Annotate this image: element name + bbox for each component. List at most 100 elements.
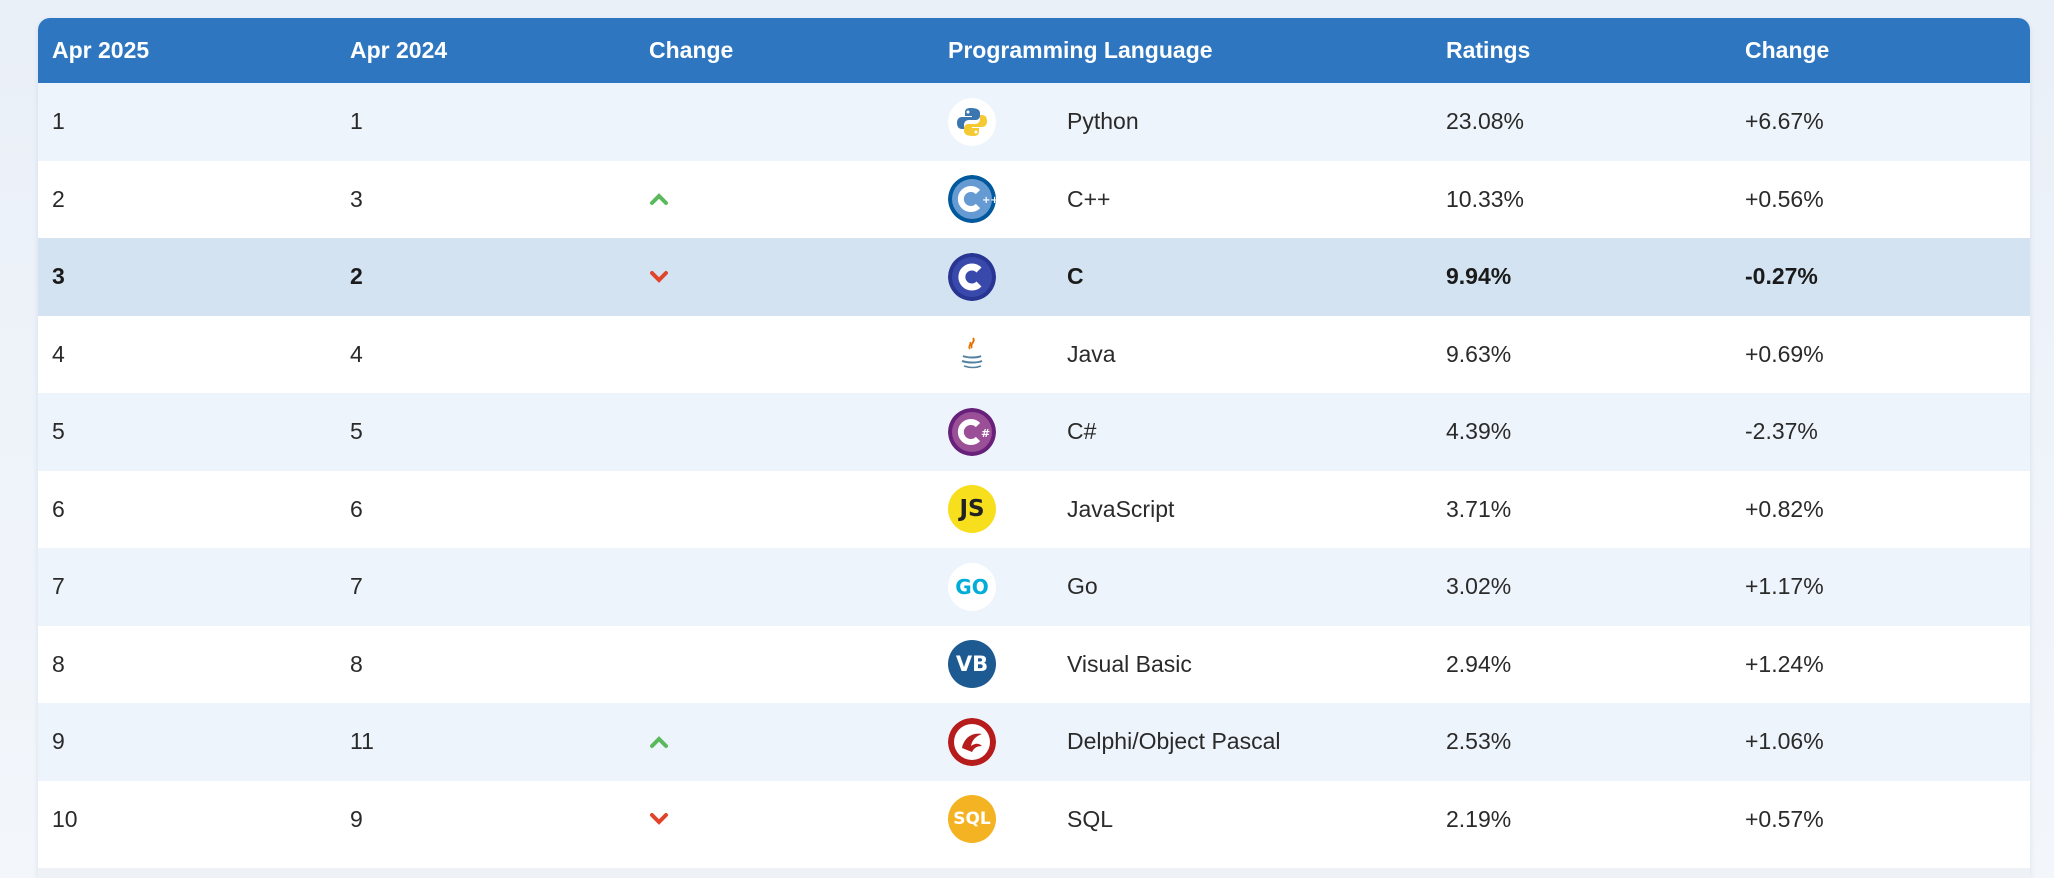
table-header: Apr 2025 Apr 2024 Change Programming Lan… (38, 18, 2030, 83)
header-previous: Apr 2024 (350, 37, 448, 63)
rating-value: 2.19% (1446, 805, 1512, 832)
rank-change (649, 703, 669, 781)
trend-up-icon (649, 189, 669, 209)
python-icon (948, 97, 996, 146)
language-logo: VB (948, 626, 996, 704)
svg-text:++: ++ (982, 195, 996, 206)
rating-change: +0.82% (1745, 495, 1824, 522)
rating-change: +0.69% (1745, 340, 1824, 367)
javascript-icon: JS (948, 485, 996, 534)
table-row: 9 11 Delphi/Object Pascal 2.53% +1.06% (38, 703, 2030, 781)
logo-text: GO (955, 574, 989, 599)
header-language: Programming Language (948, 37, 1213, 63)
rating-change: -0.27% (1745, 263, 1818, 290)
rating-change: -2.37% (1745, 418, 1818, 445)
rating-value: 23.08% (1446, 108, 1525, 135)
table-row: 6 6 JS JavaScript 3.71% +0.82% (38, 470, 2030, 548)
rank-previous: 6 (350, 495, 363, 522)
rating-change: +1.24% (1745, 650, 1824, 677)
trend-up-icon (649, 732, 669, 752)
table-body: 1 1 Python 23.08% +6.67% 2 3 ++ C++ 10.33% +0.56% 3… (38, 83, 2030, 858)
rank-previous: 3 (350, 185, 363, 212)
rank-change (649, 161, 669, 239)
rank-current: 3 (52, 263, 65, 290)
table-row: 7 7 GO Go 3.02% +1.17% (38, 548, 2030, 626)
rating-value: 2.94% (1446, 650, 1512, 677)
language-logo (948, 238, 996, 316)
svg-text:#: # (981, 427, 990, 440)
language-logo: SQL (948, 781, 996, 859)
language-logo: ++ (948, 161, 996, 239)
language-name[interactable]: Visual Basic (1067, 650, 1192, 677)
logo-text: JS (959, 496, 985, 523)
language-name[interactable]: C++ (1067, 185, 1111, 212)
header-ratings: Ratings (1446, 37, 1531, 63)
rating-value: 3.02% (1446, 573, 1512, 600)
rank-current: 8 (52, 650, 65, 677)
rank-previous: 5 (350, 418, 363, 445)
rating-value: 9.63% (1446, 340, 1512, 367)
language-name[interactable]: Go (1067, 573, 1098, 600)
logo-text: SQL (953, 809, 991, 830)
rank-current: 2 (52, 185, 65, 212)
sql-icon: SQL (948, 795, 996, 844)
language-logo (948, 83, 996, 161)
rank-current: 6 (52, 495, 65, 522)
rating-value: 2.53% (1446, 728, 1512, 755)
table-bottom-edge (38, 868, 2030, 878)
rating-change: +1.06% (1745, 728, 1824, 755)
language-logo: GO (948, 548, 996, 626)
language-name[interactable]: C (1067, 263, 1084, 290)
rating-value: 4.39% (1446, 418, 1512, 445)
rank-previous: 2 (350, 263, 363, 290)
cplusplus-icon: ++ (948, 175, 996, 224)
rank-previous: 8 (350, 650, 363, 677)
java-icon (948, 330, 996, 379)
rating-change: +1.17% (1745, 573, 1824, 600)
table-row: 2 3 ++ C++ 10.33% +0.56% (38, 160, 2030, 239)
table-row: 4 4 Java 9.63% +0.69% (38, 315, 2030, 394)
header-current: Apr 2025 (52, 37, 150, 63)
header-ratings-change: Change (1745, 37, 1830, 63)
rank-current: 10 (52, 805, 78, 832)
table-row: 1 1 Python 23.08% +6.67% (38, 83, 2030, 161)
table-row: 3 2 C 9.94% -0.27% (38, 238, 2030, 316)
c-icon (948, 252, 996, 301)
rating-change: +6.67% (1745, 108, 1824, 135)
rating-change: +0.57% (1745, 805, 1824, 832)
rank-change (649, 238, 669, 316)
rank-current: 7 (52, 573, 65, 600)
rank-current: 1 (52, 108, 65, 135)
trend-down-icon (649, 809, 669, 829)
rank-previous: 1 (350, 108, 363, 135)
rank-current: 4 (52, 340, 65, 367)
language-name[interactable]: Python (1067, 108, 1139, 135)
language-logo (948, 316, 996, 394)
rating-value: 9.94% (1446, 263, 1512, 290)
rank-current: 9 (52, 728, 65, 755)
table-row: 8 8 VB Visual Basic 2.94% +1.24% (38, 625, 2030, 704)
table-row: 10 9 SQL SQL 2.19% +0.57% (38, 780, 2030, 859)
rating-value: 10.33% (1446, 185, 1525, 212)
logo-text: VB (955, 652, 989, 677)
language-name[interactable]: JavaScript (1067, 495, 1175, 522)
rank-previous: 9 (350, 805, 363, 832)
language-name[interactable]: SQL (1067, 805, 1114, 832)
language-logo (948, 703, 996, 781)
trend-down-icon (649, 267, 669, 287)
language-name[interactable]: Java (1067, 340, 1116, 367)
rating-change: +0.56% (1745, 185, 1824, 212)
rank-change (649, 781, 669, 859)
rank-current: 5 (52, 418, 65, 445)
language-name[interactable]: C# (1067, 418, 1097, 445)
csharp-icon: # (948, 407, 996, 456)
language-logo: # (948, 393, 996, 471)
go-icon: GO (948, 562, 996, 611)
table-row: 5 5 # C# 4.39% -2.37% (38, 393, 2030, 471)
language-name[interactable]: Delphi/Object Pascal (1067, 728, 1281, 755)
header-change: Change (649, 37, 734, 63)
rank-previous: 11 (350, 728, 374, 755)
ranking-table: Apr 2025 Apr 2024 Change Programming Lan… (38, 18, 2030, 878)
visual-basic-icon: VB (948, 640, 996, 689)
